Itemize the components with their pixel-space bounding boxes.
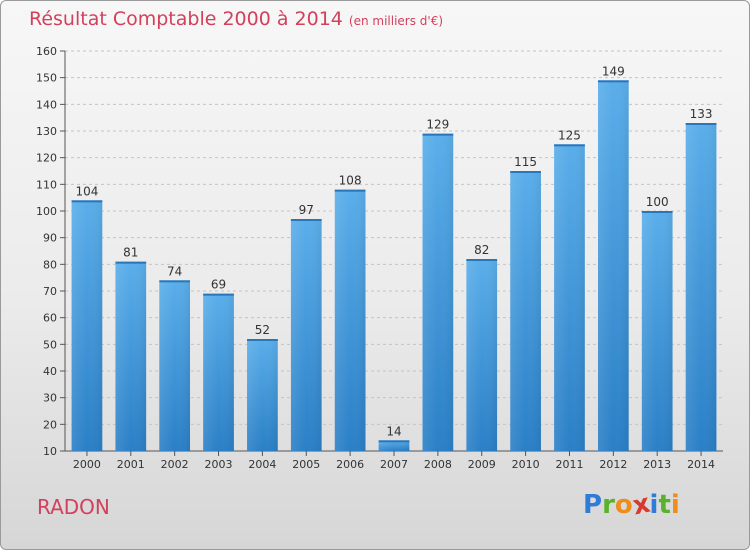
- y-tick-label: 130: [36, 125, 57, 138]
- y-tick-label: 140: [36, 98, 57, 111]
- chart-title: Résultat Comptable 2000 à 2014 (en millie…: [29, 8, 443, 30]
- x-tick-label: 2001: [117, 458, 145, 471]
- x-tick-label: 2014: [687, 458, 715, 471]
- chart-title-text: Résultat Comptable 2000 à 2014: [29, 8, 343, 30]
- bar-shine: [378, 440, 410, 451]
- x-tick-label: 2005: [292, 458, 320, 471]
- x-tick-label: 2006: [336, 458, 364, 471]
- bar-shine: [466, 259, 498, 451]
- bar-top-edge: [115, 261, 147, 264]
- bar-shine: [510, 171, 541, 451]
- y-tick-label: 70: [43, 285, 57, 298]
- bar-top-edge: [554, 144, 585, 147]
- proxiti-logo: Proxiti: [583, 489, 680, 522]
- bar-top-edge: [597, 80, 629, 83]
- bar-shine: [203, 293, 234, 451]
- chart-subtitle: (en milliers d'€): [348, 14, 444, 28]
- data-label: 52: [255, 323, 270, 337]
- data-label: 104: [75, 184, 98, 198]
- data-label: 108: [339, 174, 362, 188]
- bar-shine: [115, 261, 147, 451]
- bar-shine: [554, 144, 585, 452]
- commune-name: RADON: [37, 495, 110, 519]
- y-tick-label: 40: [43, 365, 57, 378]
- x-tick-label: 2004: [248, 458, 276, 471]
- data-label: 100: [646, 195, 669, 209]
- logo-letter: o: [614, 490, 633, 520]
- logo-letter: P: [583, 490, 603, 520]
- x-tick-label: 2009: [468, 458, 496, 471]
- bar-shine: [641, 211, 673, 451]
- x-tick-label: 2010: [512, 458, 540, 471]
- logo-letter: t: [658, 490, 671, 520]
- data-label: 129: [426, 118, 449, 132]
- x-tick-label: 2008: [424, 458, 452, 471]
- y-tick-label: 160: [36, 45, 57, 58]
- y-tick-label: 110: [36, 178, 57, 191]
- bar-shine: [334, 189, 366, 451]
- data-label: 69: [211, 278, 226, 292]
- y-tick-label: 30: [43, 392, 57, 405]
- bar-top-edge: [422, 133, 454, 136]
- bar-top-edge: [247, 339, 278, 341]
- logo-letter: i: [649, 490, 659, 520]
- x-tick-label: 2007: [380, 458, 408, 471]
- x-tick-label: 2013: [643, 458, 671, 471]
- data-label: 81: [123, 246, 138, 260]
- bar-top-edge: [159, 280, 191, 283]
- data-label: 125: [558, 128, 581, 142]
- bar-top-edge: [466, 259, 498, 261]
- x-tick-label: 2000: [73, 458, 101, 471]
- bar-top-edge: [290, 219, 322, 221]
- y-tick-label: 20: [43, 418, 57, 431]
- bar-shine: [71, 200, 103, 451]
- x-tick-label: 2002: [161, 458, 189, 471]
- bars: [71, 80, 717, 452]
- y-tick-label: 100: [36, 205, 57, 218]
- bar-top-edge: [510, 171, 541, 173]
- bar-shine: [685, 123, 717, 451]
- data-label: 115: [514, 155, 537, 169]
- bar-top-edge: [685, 123, 717, 125]
- logo-letter: i: [670, 490, 680, 520]
- y-tick-label: 60: [43, 312, 57, 325]
- data-label: 133: [690, 107, 713, 121]
- x-tick-label: 2003: [205, 458, 233, 471]
- bar-shine: [159, 280, 191, 451]
- x-tick-label: 2011: [555, 458, 583, 471]
- bar-top-edge: [641, 211, 673, 213]
- y-tick-label: 120: [36, 152, 57, 165]
- bar-top-edge: [334, 189, 366, 192]
- y-tick-label: 90: [43, 232, 57, 245]
- data-label: 82: [474, 243, 489, 257]
- data-label: 97: [299, 203, 314, 217]
- y-tick-label: 80: [43, 258, 57, 271]
- bar-shine: [290, 219, 322, 451]
- data-label: 74: [167, 264, 182, 278]
- data-label: 149: [602, 64, 625, 78]
- bar-shine: [597, 80, 629, 451]
- y-tick-label: 150: [36, 72, 57, 85]
- bar-shine: [422, 133, 454, 451]
- bar-top-edge: [378, 440, 410, 443]
- y-tick-label: 50: [43, 338, 57, 351]
- x-tick-label: 2012: [599, 458, 627, 471]
- logo-letter: r: [602, 490, 615, 520]
- labels: 10 20 30 40 50 60 70 80 90 100 110 120 130 140 150 160 1…: [36, 45, 715, 471]
- y-tick-label: 10: [43, 445, 57, 458]
- bar-top-edge: [203, 293, 234, 296]
- bar-shine: [247, 339, 278, 451]
- bar-top-edge: [71, 200, 103, 203]
- data-label: 14: [386, 424, 401, 438]
